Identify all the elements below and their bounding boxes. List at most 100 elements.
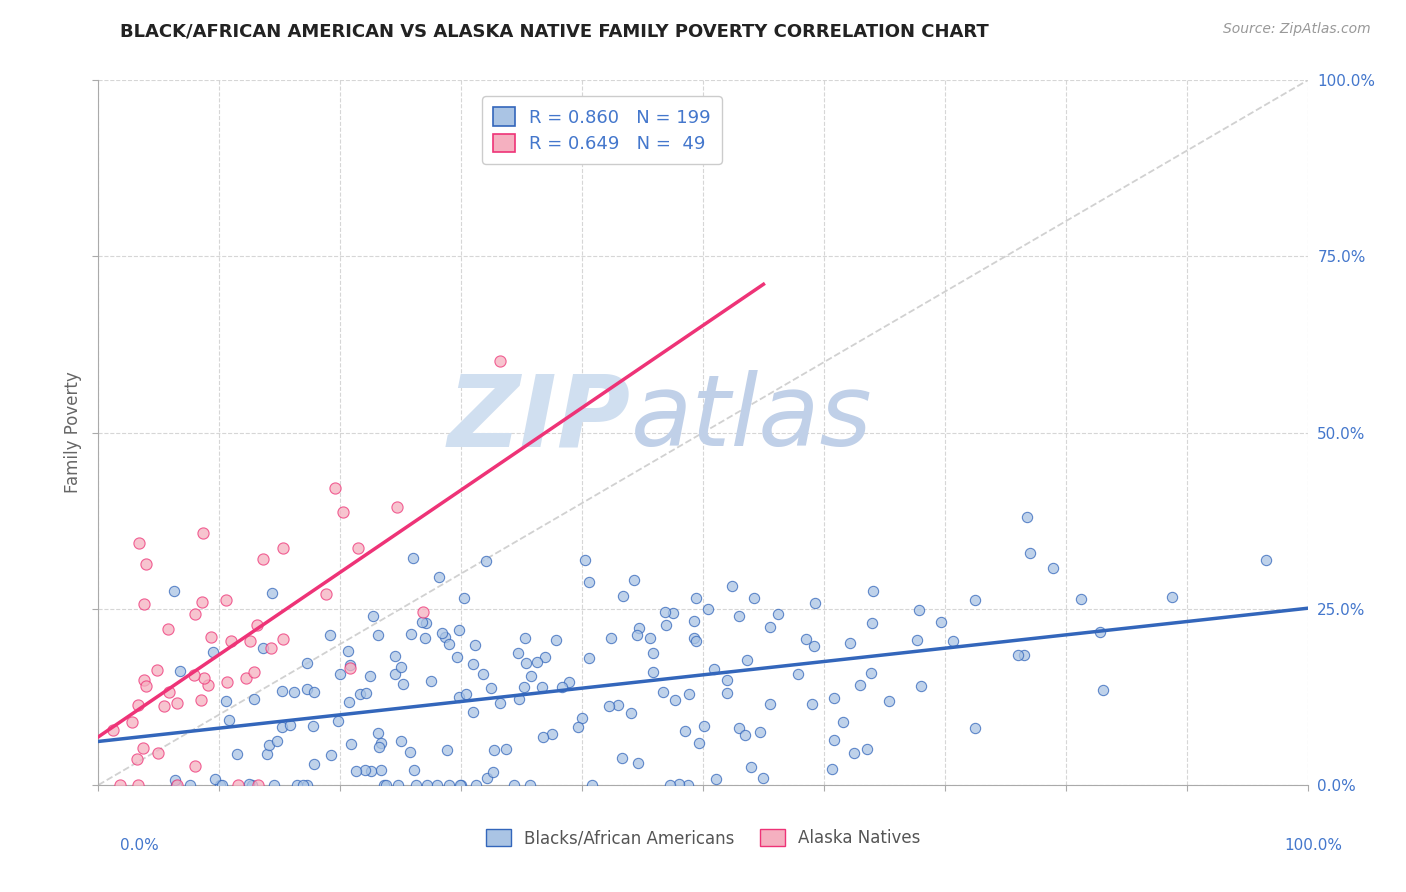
Point (479, 681, 502, 695)
Legend: Blacks/African Americans, Alaska Natives: Blacks/African Americans, Alaska Natives (479, 822, 927, 855)
Point (682, 614, 704, 628)
Point (794, 632, 817, 647)
Point (389, 734, 412, 748)
Point (326, 714, 349, 728)
Point (749, 725, 772, 739)
Point (567, 720, 589, 734)
Point (599, 631, 621, 645)
Point (688, 736, 710, 750)
Point (1091, 682, 1114, 697)
Point (515, 656, 537, 670)
Point (135, 679, 157, 693)
Point (340, 737, 363, 751)
Point (508, 691, 530, 706)
Point (740, 760, 762, 774)
Point (260, 586, 283, 600)
Text: atlas: atlas (630, 370, 872, 467)
Point (191, 595, 214, 609)
Point (823, 733, 845, 747)
Point (375, 778, 398, 792)
Point (387, 778, 409, 792)
Point (454, 687, 477, 701)
Point (193, 526, 215, 541)
Point (849, 678, 872, 692)
Point (612, 589, 634, 603)
Point (862, 583, 884, 598)
Point (461, 705, 484, 719)
Point (183, 759, 205, 773)
Point (225, 747, 247, 762)
Point (127, 752, 149, 766)
Point (530, 680, 553, 694)
Point (716, 686, 738, 700)
Point (370, 736, 392, 750)
Point (402, 550, 425, 565)
Point (627, 621, 650, 635)
Point (541, 727, 564, 741)
Point (285, 778, 308, 792)
Point (257, 738, 280, 752)
Point (202, 645, 225, 659)
Point (965, 593, 987, 607)
Point (471, 666, 494, 681)
Point (359, 669, 381, 683)
Point (963, 722, 986, 736)
Point (270, 720, 292, 734)
Point (676, 778, 699, 792)
Point (641, 646, 664, 660)
Point (533, 649, 555, 664)
Point (627, 756, 650, 771)
Point (370, 764, 392, 778)
Point (405, 778, 427, 792)
Point (252, 641, 274, 656)
Point (215, 694, 238, 708)
Point (437, 637, 460, 651)
Point (503, 778, 526, 792)
Point (325, 481, 347, 495)
Point (266, 734, 288, 748)
Point (219, 634, 242, 648)
Point (319, 628, 342, 642)
Point (685, 591, 707, 606)
Point (415, 778, 437, 792)
Point (546, 632, 568, 647)
Point (415, 615, 437, 630)
Point (786, 666, 808, 681)
Point (146, 663, 169, 677)
Point (598, 698, 620, 713)
Point (373, 778, 395, 792)
Point (477, 771, 499, 785)
Point (292, 778, 315, 792)
Point (157, 685, 180, 699)
Point (860, 616, 883, 631)
Point (344, 764, 367, 778)
Point (489, 697, 512, 711)
Point (302, 685, 325, 699)
Point (356, 686, 378, 700)
Point (464, 638, 486, 652)
Point (685, 633, 707, 648)
Point (447, 690, 470, 704)
Point (1012, 648, 1035, 663)
Point (910, 679, 932, 693)
Point (404, 764, 426, 778)
Point (1090, 624, 1112, 639)
Point (163, 772, 186, 787)
Point (513, 680, 536, 694)
Point (742, 591, 765, 606)
Point (735, 653, 758, 667)
Y-axis label: Family Poverty: Family Poverty (63, 372, 82, 493)
Point (209, 778, 232, 792)
Point (664, 693, 686, 707)
Point (571, 711, 593, 725)
Point (339, 661, 361, 675)
Point (367, 726, 389, 740)
Text: 0.0%: 0.0% (120, 838, 159, 854)
Point (412, 605, 434, 619)
Point (513, 631, 536, 645)
Point (238, 777, 260, 791)
Point (361, 608, 384, 623)
Point (419, 673, 441, 688)
Point (184, 607, 207, 622)
Point (508, 646, 530, 660)
